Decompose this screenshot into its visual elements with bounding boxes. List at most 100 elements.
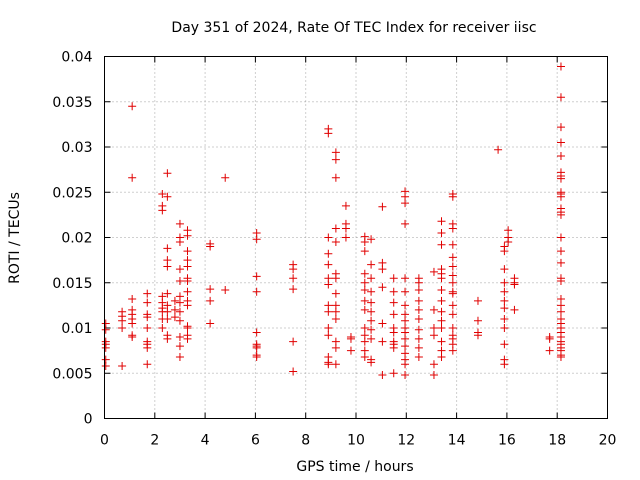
data-point [331, 307, 340, 316]
data-point [128, 295, 137, 304]
data-point [324, 280, 333, 289]
data-point [378, 337, 387, 346]
data-point [367, 274, 376, 283]
data-point [101, 343, 110, 352]
data-point [101, 325, 110, 334]
data-point [437, 352, 446, 361]
data-point [378, 265, 387, 274]
data-point [401, 274, 410, 283]
data-point [448, 289, 457, 298]
data-point [414, 296, 423, 305]
data-point [504, 238, 513, 247]
data-point [170, 305, 179, 314]
data-point [346, 334, 355, 343]
data-point [331, 238, 340, 247]
data-point [331, 343, 340, 352]
data-point [545, 334, 554, 343]
data-point [448, 278, 457, 287]
data-point [437, 228, 446, 237]
x-tick-label: 18 [548, 433, 566, 449]
data-point [448, 240, 457, 249]
data-point [556, 276, 565, 285]
data-point [206, 319, 215, 328]
data-point [437, 337, 446, 346]
data-points [101, 62, 565, 380]
data-point [473, 296, 482, 305]
data-point [221, 285, 230, 294]
data-point [289, 285, 298, 294]
data-point [500, 304, 509, 313]
data-point [500, 360, 509, 369]
data-point [448, 301, 457, 310]
data-point [252, 328, 261, 337]
data-point [360, 324, 369, 332]
data-point [346, 346, 355, 355]
data-point [324, 129, 333, 138]
y-tick-label: 0.01 [61, 321, 92, 337]
data-point [163, 314, 172, 323]
data-point [448, 310, 457, 319]
data-point [500, 314, 509, 323]
data-point [360, 285, 369, 294]
data-point [367, 260, 376, 269]
data-point [556, 138, 565, 147]
data-point [252, 343, 261, 352]
data-point [175, 342, 184, 351]
data-point [367, 358, 376, 367]
data-point [429, 305, 438, 314]
data-point [331, 360, 340, 369]
data-point [331, 155, 340, 164]
data-point [158, 206, 167, 215]
data-point [183, 334, 192, 343]
x-tick-label: 8 [301, 433, 310, 449]
data-point [414, 343, 423, 352]
data-point [221, 173, 230, 182]
y-tick-label: 0.02 [61, 231, 92, 247]
data-point [252, 287, 261, 296]
data-point [324, 307, 333, 316]
data-point [500, 324, 509, 332]
data-point [163, 169, 172, 178]
data-point [389, 274, 398, 283]
data-point [206, 296, 215, 305]
data-point [289, 337, 298, 346]
data-point [367, 298, 376, 307]
data-point [341, 224, 350, 233]
data-point [401, 360, 410, 369]
data-point [556, 233, 565, 242]
data-point [128, 333, 137, 342]
data-point [143, 289, 152, 298]
data-point [414, 314, 423, 323]
data-point [510, 280, 519, 289]
data-point [367, 235, 376, 244]
data-point [175, 316, 184, 325]
x-axis-label: GPS time / hours [296, 459, 413, 475]
data-point [183, 324, 192, 332]
data-point [143, 298, 152, 307]
data-point [324, 249, 333, 258]
data-point [175, 238, 184, 247]
data-point [389, 310, 398, 319]
y-axis-label: ROTI / TECUs [7, 192, 23, 284]
data-point [448, 324, 457, 332]
data-point [448, 253, 457, 262]
data-point [429, 360, 438, 369]
data-point [437, 285, 446, 294]
data-point [331, 148, 340, 157]
data-point [389, 369, 398, 378]
data-point [143, 343, 152, 352]
data-point [414, 352, 423, 361]
data-point [143, 360, 152, 369]
data-point [367, 334, 376, 343]
data-point [331, 274, 340, 283]
data-point [324, 233, 333, 242]
data-point [367, 316, 376, 325]
y-tick-label: 0.015 [52, 276, 92, 292]
data-point [206, 242, 215, 251]
data-point [414, 278, 423, 287]
data-point [163, 334, 172, 343]
data-point [448, 271, 457, 280]
data-point [360, 278, 369, 287]
y-tick-labels: 0 0.005 0.01 0.015 0.02 0.025 0.03 0.035 0.04 [52, 50, 92, 428]
x-tick-label: 16 [498, 433, 516, 449]
